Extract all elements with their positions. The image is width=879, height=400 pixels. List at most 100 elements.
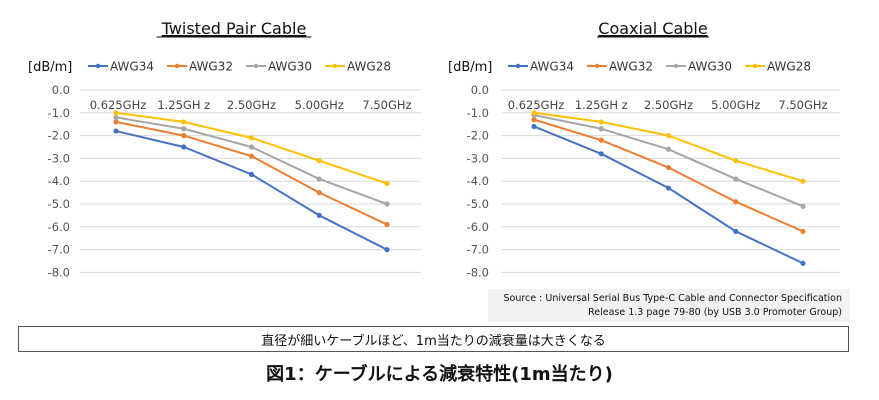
data-point — [800, 228, 806, 234]
y-tick-label: -1.0 — [48, 106, 70, 120]
chart-title: Coaxial Cable — [598, 19, 707, 38]
x-tick-label: 1.25GH z — [575, 98, 628, 112]
y-tick-label: -2.0 — [48, 129, 70, 143]
x-tick-label: 7.50GHz — [778, 98, 827, 112]
series-awg30 — [531, 112, 806, 209]
data-point — [113, 110, 119, 116]
data-point — [598, 151, 604, 157]
x-tick-label: 0.625GHz — [90, 98, 147, 112]
legend-label: AWG28 — [767, 60, 811, 74]
y-tick-label: -7.0 — [48, 243, 70, 257]
source-box: Source : Universal Serial Bus Type-C Cab… — [488, 289, 850, 322]
y-tick-label: 0.0 — [471, 83, 489, 97]
series-awg28 — [531, 110, 806, 184]
legend-marker — [174, 63, 180, 69]
legend-label: AWG32 — [189, 60, 233, 74]
y-axis-label: [dB/m] — [448, 60, 492, 75]
x-tick-label: 5.00GHz — [711, 98, 760, 112]
x-tick-label: 1.25GH z — [157, 98, 210, 112]
data-point — [665, 164, 672, 171]
y-tick-label: -6.0 — [467, 220, 489, 234]
legend-item-awg34: AWG34 — [508, 60, 574, 74]
data-point — [598, 126, 604, 132]
legend-item-awg28: AWG28 — [325, 60, 391, 74]
data-point — [598, 137, 604, 143]
legend-marker — [95, 63, 101, 69]
y-tick-label: -3.0 — [467, 151, 489, 165]
legend-marker — [594, 63, 600, 69]
legend-marker — [673, 63, 679, 69]
legend-item-awg28: AWG28 — [745, 60, 811, 74]
data-point — [384, 221, 390, 228]
legend-marker — [752, 63, 758, 69]
data-point — [531, 117, 537, 123]
legend-item-awg32: AWG32 — [587, 60, 653, 74]
data-point — [531, 110, 537, 116]
data-point — [665, 185, 672, 191]
y-axis-label: [dB/m] — [28, 60, 72, 75]
series-line — [533, 114, 804, 208]
series-awg32 — [531, 117, 806, 234]
data-point — [248, 144, 255, 150]
data-point — [598, 119, 604, 125]
legend-item-awg34: AWG34 — [88, 60, 154, 74]
data-point — [384, 201, 390, 207]
y-tick-label: -3.0 — [48, 151, 70, 165]
y-tick-label: -6.0 — [48, 220, 70, 234]
legend-label: AWG34 — [110, 60, 154, 74]
y-tick-label: -8.0 — [467, 265, 489, 279]
legend-item-awg30: AWG30 — [246, 60, 312, 74]
data-point — [113, 128, 119, 134]
data-point — [113, 119, 119, 125]
legend-marker — [332, 63, 338, 69]
data-point — [800, 203, 806, 209]
legend-label: AWG32 — [609, 60, 653, 74]
legend-label: AWG30 — [268, 60, 312, 74]
series-awg28 — [113, 110, 390, 187]
data-point — [113, 114, 119, 120]
data-point — [665, 133, 672, 139]
legend-marker — [253, 63, 259, 69]
x-tick-label: 7.50GHz — [362, 98, 411, 112]
x-tick-label: 5.00GHz — [295, 98, 344, 112]
data-point — [800, 260, 806, 266]
legend-marker — [515, 63, 521, 69]
series-awg32 — [113, 119, 390, 228]
y-tick-label: -4.0 — [48, 174, 70, 188]
note-box: 直径が細いケーブルほど、1m当たりの減衰量は大きくなる — [18, 326, 849, 352]
data-point — [181, 144, 187, 150]
y-tick-label: -8.0 — [48, 265, 70, 279]
x-tick-label: 2.50GHz — [644, 98, 693, 112]
legend-item-awg30: AWG30 — [666, 60, 732, 74]
data-point — [733, 199, 739, 205]
data-point — [733, 158, 739, 164]
data-point — [384, 247, 390, 253]
data-point — [733, 228, 739, 234]
data-point — [248, 135, 255, 141]
charts-canvas: Twisted Pair Cable [dB/m] AWG34 AWG32 AWG30 A… — [28, 19, 840, 279]
y-tick-label: 0.0 — [52, 83, 70, 97]
y-tick-label: -5.0 — [467, 197, 489, 211]
legend-label: AWG28 — [347, 60, 391, 74]
data-point — [800, 178, 806, 184]
chart-coaxial: Coaxial Cable [dB/m] AWG34 AWG32 AWG30 AWG28 0… — [448, 19, 840, 279]
data-point — [181, 133, 187, 139]
figure-caption: 図1：ケーブルによる減衰特性(1m当たり) — [266, 364, 613, 385]
chart-title: Twisted Pair Cable — [161, 19, 307, 38]
data-point — [384, 180, 390, 187]
data-point — [733, 176, 739, 182]
x-tick-label: 0.625GHz — [508, 98, 565, 112]
data-point — [665, 146, 672, 152]
data-point — [181, 119, 187, 125]
data-point — [316, 158, 322, 164]
y-tick-label: -1.0 — [467, 106, 489, 120]
data-point — [181, 126, 187, 132]
source-line-1: Source : Universal Serial Bus Type-C Cab… — [503, 293, 843, 304]
data-point — [248, 153, 255, 159]
data-point — [248, 171, 255, 177]
x-tick-label: 2.50GHz — [227, 98, 276, 112]
y-tick-label: -2.0 — [467, 129, 489, 143]
y-tick-label: -7.0 — [467, 243, 489, 257]
data-point — [316, 190, 322, 196]
data-point — [531, 123, 537, 130]
